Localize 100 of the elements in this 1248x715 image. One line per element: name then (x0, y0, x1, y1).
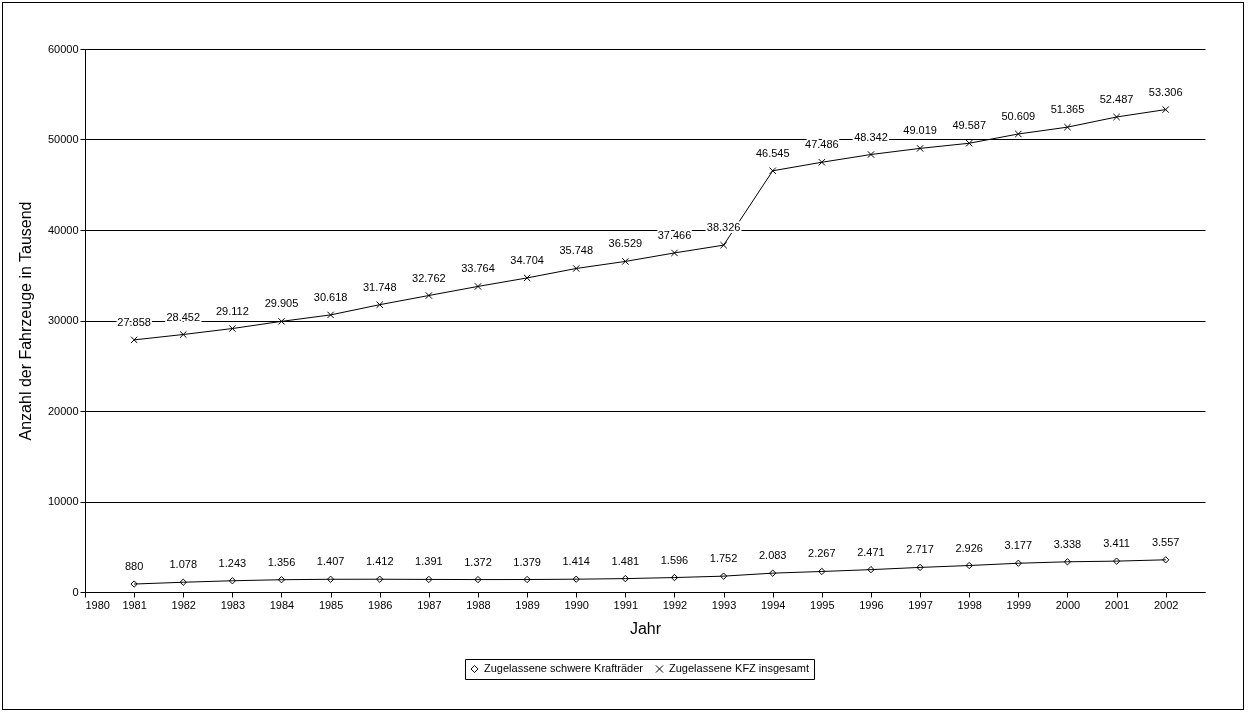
point (1112, 113, 1121, 121)
point (769, 569, 777, 577)
x-tick-label: 1984 (269, 598, 295, 611)
data-label: 2.267 (808, 547, 836, 560)
data-label: 29.905 (264, 297, 299, 310)
x-tick-label: 1997 (908, 598, 933, 611)
point (719, 572, 728, 580)
point (867, 565, 875, 574)
x-tick-label: 2000 (1055, 598, 1081, 611)
x-tick-label: 1985 (318, 598, 344, 611)
point (670, 573, 679, 582)
point (916, 144, 924, 153)
point (621, 574, 630, 583)
y-axis-title: Anzahl der Fahrzeuge in Tausend (16, 201, 34, 441)
data-label: 50.609 (1001, 109, 1036, 122)
data-label: 46.545 (755, 146, 790, 159)
data-label: 1.372 (464, 555, 492, 568)
data-label: 52.487 (1099, 92, 1134, 105)
point (818, 158, 826, 166)
point (130, 336, 138, 344)
data-label: 3.338 (1053, 537, 1082, 550)
point (719, 241, 728, 249)
point (621, 257, 630, 266)
point (326, 575, 335, 583)
point (1112, 557, 1121, 565)
point (1162, 105, 1170, 114)
point (916, 563, 924, 572)
point (1063, 123, 1072, 131)
data-label: 28.452 (166, 310, 201, 323)
point (965, 561, 973, 570)
point (228, 577, 237, 585)
x-tick-label: 1995 (810, 598, 835, 611)
data-label: 1.243 (218, 556, 247, 569)
point (1063, 558, 1072, 566)
data-label: 47.486 (805, 138, 839, 151)
point (1014, 130, 1022, 138)
data-label: 32.762 (412, 271, 446, 284)
data-label: 36.529 (608, 237, 643, 250)
y-tick-label: 0 (72, 585, 79, 598)
x-tick-label: 1988 (466, 598, 491, 611)
y-tick-label: 50000 (47, 133, 79, 145)
data-label: 1.481 (611, 554, 640, 567)
point (277, 317, 286, 326)
data-label: 51.365 (1050, 103, 1085, 116)
data-label: 29.112 (215, 304, 249, 317)
point (228, 324, 237, 333)
data-label: 49.019 (903, 124, 937, 137)
data-label: 3.177 (1004, 539, 1033, 552)
data-label: 49.587 (952, 119, 987, 132)
legend-label: Zugelassene schwere Krafträder (484, 661, 644, 674)
data-label: 31.748 (362, 280, 397, 293)
data-label: 2.926 (955, 541, 983, 554)
point (867, 150, 875, 159)
x-tick-label: 1992 (662, 598, 688, 611)
y-tick-label: 30000 (47, 314, 79, 326)
data-label: 3.411 (1103, 537, 1130, 550)
point (523, 274, 531, 282)
point (1162, 556, 1170, 564)
data-label: 1.596 (660, 553, 689, 566)
data-label: 2.717 (906, 543, 934, 556)
point (474, 282, 482, 291)
point (670, 249, 679, 257)
data-label: 1.407 (316, 555, 345, 568)
point (425, 575, 433, 584)
data-label: 3.557 (1151, 535, 1180, 548)
x-tick-label: 1998 (957, 598, 982, 611)
data-label: 1.356 (267, 555, 296, 568)
point (474, 575, 482, 584)
point (179, 578, 187, 586)
y-tick-label: 40000 (47, 223, 79, 236)
data-label: 1.078 (169, 558, 198, 571)
point (769, 167, 777, 175)
point (326, 311, 335, 319)
data-label: 1.391 (415, 555, 443, 568)
point (572, 575, 580, 583)
x-tick-label: 2002 (1153, 598, 1179, 611)
x-tick-label: 1993 (711, 598, 737, 611)
data-label: 30.618 (313, 290, 348, 303)
data-label: 35.748 (559, 244, 594, 257)
data-label: 1.752 (709, 552, 738, 565)
x-tick-label: 1987 (417, 598, 442, 611)
x-tick-label: 1986 (367, 598, 393, 611)
point (277, 576, 286, 584)
x-tick-label: 1990 (564, 598, 589, 611)
data-label: 1.412 (365, 555, 394, 568)
data-label: 880 (124, 560, 144, 573)
point (572, 264, 580, 273)
x-tick-label: 1983 (220, 598, 246, 611)
x-tick-label: 1996 (859, 598, 884, 611)
point (179, 330, 187, 339)
data-label: 1.414 (562, 555, 590, 568)
data-label: 37.466 (657, 228, 692, 241)
point (1014, 559, 1022, 567)
data-label: 2.471 (857, 545, 885, 558)
x-tick-label: 1980 (85, 598, 110, 611)
x-tick-label: 1991 (613, 598, 639, 611)
point (818, 567, 826, 576)
data-label: 33.764 (461, 262, 495, 275)
x-axis-title: Jahr (629, 619, 662, 637)
y-tick-label: 60000 (47, 42, 79, 55)
